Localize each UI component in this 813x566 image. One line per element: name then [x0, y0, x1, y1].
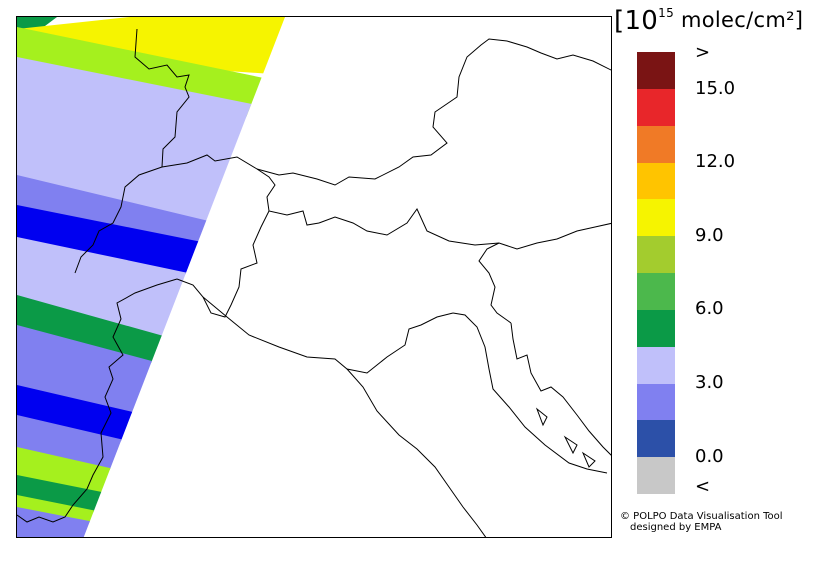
legend-swatch [637, 457, 675, 495]
legend-tick-6: 6.0 [695, 298, 724, 319]
legend-swatch [637, 125, 675, 163]
legend-swatch [637, 346, 675, 384]
legend-tick-3: 3.0 [695, 372, 724, 393]
border-italy-slovenia [478, 242, 512, 324]
legend-swatch [637, 236, 675, 274]
island-croatia-3 [581, 451, 596, 468]
border-austria-germany [256, 38, 611, 186]
credit-line-2: designed by EMPA [630, 522, 722, 533]
legend-swatch [637, 162, 675, 200]
legend-swatch [637, 52, 675, 90]
unit-exponent: 15 [658, 6, 675, 20]
credit-text: © POLPO Data Visualisation Tool designed… [620, 511, 783, 533]
credit-line-1: © POLPO Data Visualisation Tool [620, 511, 783, 522]
coastline-istria-croatia [510, 322, 611, 456]
legend-tick-below: < [695, 476, 711, 497]
legend-tick-above: > [695, 42, 711, 63]
country-borders [17, 28, 611, 537]
island-croatia-2 [563, 435, 578, 455]
coastline-adriatic-west [452, 312, 608, 474]
legend-swatch [637, 420, 675, 458]
border-alps-south [318, 208, 611, 250]
legend-swatch [637, 88, 675, 127]
coastline-tyrrhenian [346, 368, 487, 537]
unit-prefix: [10 [614, 6, 659, 36]
legend-swatch [637, 273, 675, 311]
legend-tick-9: 9.0 [695, 225, 724, 246]
no2-column-map [17, 17, 611, 537]
border-france-germany [74, 28, 190, 274]
legend-color-bar [637, 52, 675, 495]
coastline-ligurian [202, 296, 454, 374]
map-panel[interactable] [16, 16, 612, 538]
legend-tick-15: 15.0 [695, 78, 736, 99]
legend-tick-0: 0.0 [695, 446, 724, 467]
border-swiss-north [161, 154, 320, 226]
legend-swatch [637, 199, 675, 237]
island-croatia-1 [535, 407, 548, 427]
legend-swatch [637, 309, 675, 348]
legend-unit-label: [1015 molec/cm²] [614, 4, 804, 36]
satellite-swath [17, 17, 285, 537]
unit-suffix: molec/cm²] [674, 8, 804, 32]
border-france-italy [17, 278, 178, 523]
legend-tick-12: 12.0 [695, 151, 736, 172]
border-switzerland-italy [176, 210, 270, 318]
legend-swatch [637, 383, 675, 421]
